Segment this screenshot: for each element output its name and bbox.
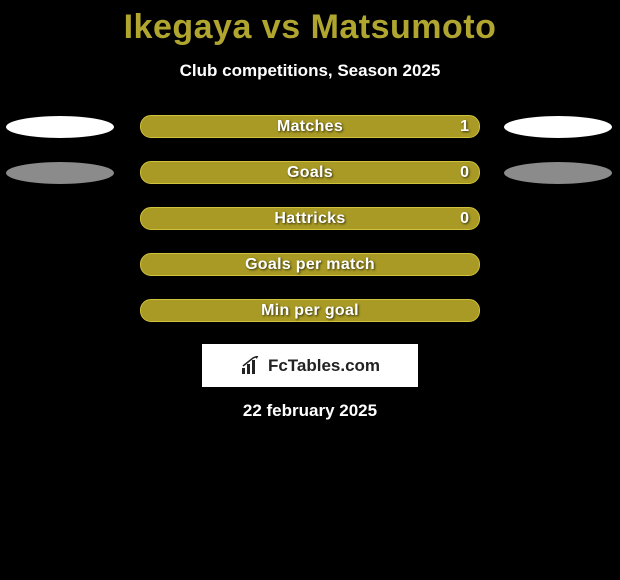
stat-row: Hattricks 0 xyxy=(0,207,620,230)
stat-rows: Matches 1 Goals 0 Hattricks 0 Goals per match M… xyxy=(0,115,620,322)
chart-icon xyxy=(240,356,264,376)
stat-bar: Matches 1 xyxy=(140,115,480,138)
stat-row: Goals 0 xyxy=(0,161,620,184)
stat-label: Matches xyxy=(277,118,343,136)
stat-right-value: 1 xyxy=(460,118,469,136)
stat-row: Matches 1 xyxy=(0,115,620,138)
stat-label: Min per goal xyxy=(261,302,359,320)
stat-label: Hattricks xyxy=(274,210,345,228)
stat-row: Goals per match xyxy=(0,253,620,276)
date-text: 22 february 2025 xyxy=(0,401,620,421)
page-title: Ikegaya vs Matsumoto xyxy=(0,0,620,47)
stat-bar: Goals 0 xyxy=(140,161,480,184)
right-ellipse xyxy=(504,116,612,138)
left-ellipse xyxy=(6,116,114,138)
stat-row: Min per goal xyxy=(0,299,620,322)
watermark-text: FcTables.com xyxy=(268,356,380,376)
stat-bar: Min per goal xyxy=(140,299,480,322)
watermark: FcTables.com xyxy=(202,344,418,387)
stat-label: Goals xyxy=(287,164,333,182)
right-ellipse xyxy=(504,162,612,184)
stat-label: Goals per match xyxy=(245,256,375,274)
stat-right-value: 0 xyxy=(460,210,469,228)
subtitle: Club competitions, Season 2025 xyxy=(0,61,620,81)
stat-bar: Hattricks 0 xyxy=(140,207,480,230)
stat-right-value: 0 xyxy=(460,164,469,182)
stat-bar: Goals per match xyxy=(140,253,480,276)
left-ellipse xyxy=(6,162,114,184)
